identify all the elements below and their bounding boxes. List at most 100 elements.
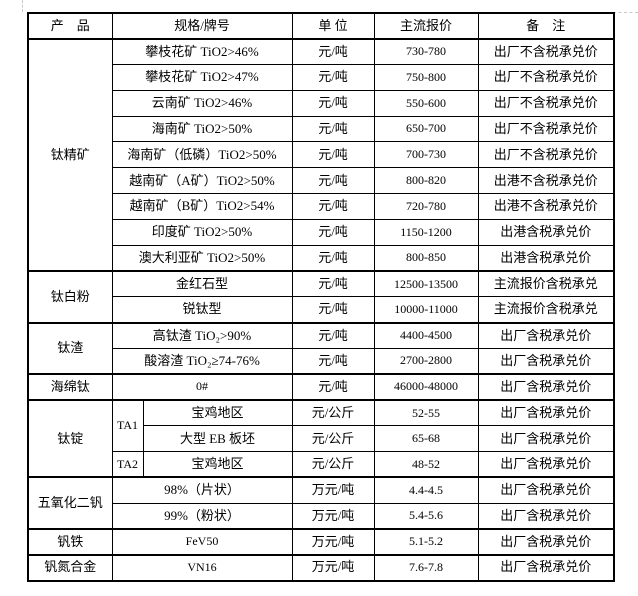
product-cell: 五氧化二钒 bbox=[27, 476, 113, 530]
product-cell: 钒铁 bbox=[27, 527, 113, 556]
remark-cell: 出厂不含税承兑价 bbox=[477, 89, 615, 117]
price-cell: 10000-11000 bbox=[373, 296, 479, 324]
header-row: 产 品 规格/牌号 单 位 主流报价 备 注 bbox=[27, 12, 615, 40]
col-header-unit: 单 位 bbox=[291, 12, 375, 40]
price-cell: 7.6-7.8 bbox=[373, 553, 479, 582]
gridline-artifact-vertical bbox=[22, 0, 23, 12]
spec-cell: 宝鸡地区 bbox=[142, 398, 293, 427]
product-cell: 钛锭 bbox=[27, 398, 113, 478]
spec-cell: 锐钛型 bbox=[111, 296, 293, 324]
table-row: 越南矿（A矿）TiO2>50% 元/吨 800-820 出港不含税承兑价 bbox=[28, 167, 615, 195]
remark-cell: 出厂不含税承兑价 bbox=[477, 64, 615, 91]
remark-cell: 出厂含税承兑价 bbox=[477, 321, 615, 349]
remark-cell: 出厂不含税承兑价 bbox=[477, 37, 615, 66]
price-cell: 4400-4500 bbox=[373, 321, 479, 349]
spec-cell: 金红石型 bbox=[111, 269, 293, 298]
unit-cell: 元/公斤 bbox=[291, 425, 375, 453]
unit-cell: 元/吨 bbox=[291, 115, 375, 143]
remark-cell: 出厂不含税承兑价 bbox=[477, 115, 615, 143]
price-cell: 800-820 bbox=[373, 167, 479, 195]
remark-cell: 出厂含税承兑价 bbox=[477, 553, 615, 582]
remark-cell: 出港不含税承兑价 bbox=[477, 193, 615, 220]
col-header-price: 主流报价 bbox=[373, 12, 479, 40]
table-row: 攀枝花矿 TiO2>47% 元/吨 750-800 出厂不含税承兑价 bbox=[28, 64, 615, 91]
price-cell: 5.4-5.6 bbox=[373, 502, 479, 530]
spec-cell: 宝鸡地区 bbox=[142, 451, 293, 478]
table-row: 云南矿 TiO2>46% 元/吨 550-600 出厂不含税承兑价 bbox=[28, 89, 615, 117]
price-cell: 1150-1200 bbox=[373, 218, 479, 246]
spec-cell: 98%（片状） bbox=[111, 476, 293, 504]
table-row: 印度矿 TiO2>50% 元/吨 1150-1200 出港含税承兑价 bbox=[28, 218, 615, 246]
unit-cell: 元/吨 bbox=[291, 218, 375, 246]
unit-cell: 元/吨 bbox=[291, 269, 375, 298]
price-cell: 5.1-5.2 bbox=[373, 527, 479, 556]
price-cell: 12500-13500 bbox=[373, 269, 479, 298]
grade-cell: TA1 bbox=[111, 398, 144, 453]
remark-cell: 出厂含税承兑价 bbox=[477, 451, 615, 478]
spec-cell: 99%（粉状） bbox=[111, 502, 293, 530]
price-cell: 650-700 bbox=[373, 115, 479, 143]
unit-cell: 元/吨 bbox=[291, 296, 375, 324]
spec-cell: 攀枝花矿 TiO2>46% bbox=[111, 37, 293, 66]
spec-cell: 云南矿 TiO2>46% bbox=[111, 89, 293, 117]
table-row: 钒铁 FeV50 万元/吨 5.1-5.2 出厂含税承兑价 bbox=[27, 527, 615, 556]
table-row: 钛精矿 攀枝花矿 TiO2>46% 元/吨 730-780 出厂不含税承兑价 bbox=[27, 37, 615, 272]
price-cell: 2700-2800 bbox=[373, 347, 479, 375]
unit-cell: 万元/吨 bbox=[291, 527, 375, 556]
spec-cell: 海南矿（低磷）TiO2>50% bbox=[111, 141, 293, 169]
table-row: 海绵钛 0# 元/吨 46000-48000 出厂含税承兑价 bbox=[27, 373, 615, 401]
table-row: 锐钛型 元/吨 10000-11000 主流报价含税承兑 bbox=[28, 296, 615, 324]
price-cell: 700-730 bbox=[373, 141, 479, 169]
price-cell: 550-600 bbox=[373, 89, 479, 117]
remark-cell: 出港含税承兑价 bbox=[477, 244, 615, 272]
table-row: 钛渣 高钛渣 TiO₂>90% 元/吨 4400-4500 出厂含税承兑价 bbox=[27, 321, 615, 375]
price-table: 产 品 规格/牌号 单 位 主流报价 备 注 钛精矿 攀枝花矿 TiO2>46%… bbox=[27, 12, 615, 582]
remark-cell: 出厂含税承兑价 bbox=[477, 398, 615, 427]
spec-cell: 0# bbox=[111, 373, 293, 401]
table-row: 钛白粉 金红石型 元/吨 12500-13500 主流报价含税承兑 bbox=[27, 269, 615, 324]
unit-cell: 万元/吨 bbox=[291, 553, 375, 582]
unit-cell: 元/吨 bbox=[291, 347, 375, 375]
spec-cell: VN16 bbox=[111, 553, 293, 582]
remark-cell: 出厂不含税承兑价 bbox=[477, 141, 615, 169]
product-cell: 钛白粉 bbox=[27, 269, 113, 324]
table-row: 五氧化二钒 98%（片状） 万元/吨 4.4-4.5 出厂含税承兑价 bbox=[27, 476, 615, 530]
price-cell: 52-55 bbox=[373, 398, 479, 427]
table-row: 钒氮合金 VN16 万元/吨 7.6-7.8 出厂含税承兑价 bbox=[27, 553, 615, 582]
unit-cell: 元/吨 bbox=[291, 141, 375, 169]
unit-cell: 元/吨 bbox=[291, 64, 375, 91]
table-row: 大型 EB 板坯 元/公斤 65-68 出厂含税承兑价 bbox=[28, 425, 615, 453]
remark-cell: 出厂含税承兑价 bbox=[477, 527, 615, 556]
spec-cell: 海南矿 TiO2>50% bbox=[111, 115, 293, 143]
table-row: 酸溶渣 TiO₂≥74-76% 元/吨 2700-2800 出厂含税承兑价 bbox=[28, 347, 615, 375]
price-cell: 800-850 bbox=[373, 244, 479, 272]
spec-cell: 印度矿 TiO2>50% bbox=[111, 218, 293, 246]
unit-cell: 元/吨 bbox=[291, 373, 375, 401]
unit-cell: 元/吨 bbox=[291, 193, 375, 220]
price-cell: 46000-48000 bbox=[373, 373, 479, 401]
unit-cell: 万元/吨 bbox=[291, 476, 375, 504]
remark-cell: 出厂含税承兑价 bbox=[477, 476, 615, 504]
unit-cell: 元/吨 bbox=[291, 244, 375, 272]
spec-cell: 大型 EB 板坯 bbox=[142, 425, 293, 453]
gridline-artifact-horizontal bbox=[613, 12, 638, 13]
unit-cell: 元/公斤 bbox=[291, 451, 375, 478]
table-row: 澳大利亚矿 TiO2>50% 元/吨 800-850 出港含税承兑价 bbox=[28, 244, 615, 272]
col-header-remark: 备 注 bbox=[477, 12, 615, 40]
product-cell: 海绵钛 bbox=[27, 373, 113, 401]
spec-cell: 越南矿（A矿）TiO2>50% bbox=[111, 167, 293, 195]
price-cell: 65-68 bbox=[373, 425, 479, 453]
remark-cell: 出厂含税承兑价 bbox=[477, 347, 615, 375]
price-cell: 720-780 bbox=[373, 193, 479, 220]
unit-cell: 万元/吨 bbox=[291, 502, 375, 530]
price-cell: 730-780 bbox=[373, 37, 479, 66]
unit-cell: 元/吨 bbox=[291, 37, 375, 66]
product-cell: 钛渣 bbox=[27, 321, 113, 375]
table-row: 海南矿（低磷）TiO2>50% 元/吨 700-730 出厂不含税承兑价 bbox=[28, 141, 615, 169]
product-cell: 钒氮合金 bbox=[27, 553, 113, 582]
remark-cell: 出厂含税承兑价 bbox=[477, 373, 615, 401]
spec-cell: 高钛渣 TiO₂>90% bbox=[111, 321, 293, 349]
spec-cell: 越南矿（B矿）TiO2>54% bbox=[111, 193, 293, 220]
table-row: 越南矿（B矿）TiO2>54% 元/吨 720-780 出港不含税承兑价 bbox=[28, 193, 615, 220]
spec-cell: FeV50 bbox=[111, 527, 293, 556]
